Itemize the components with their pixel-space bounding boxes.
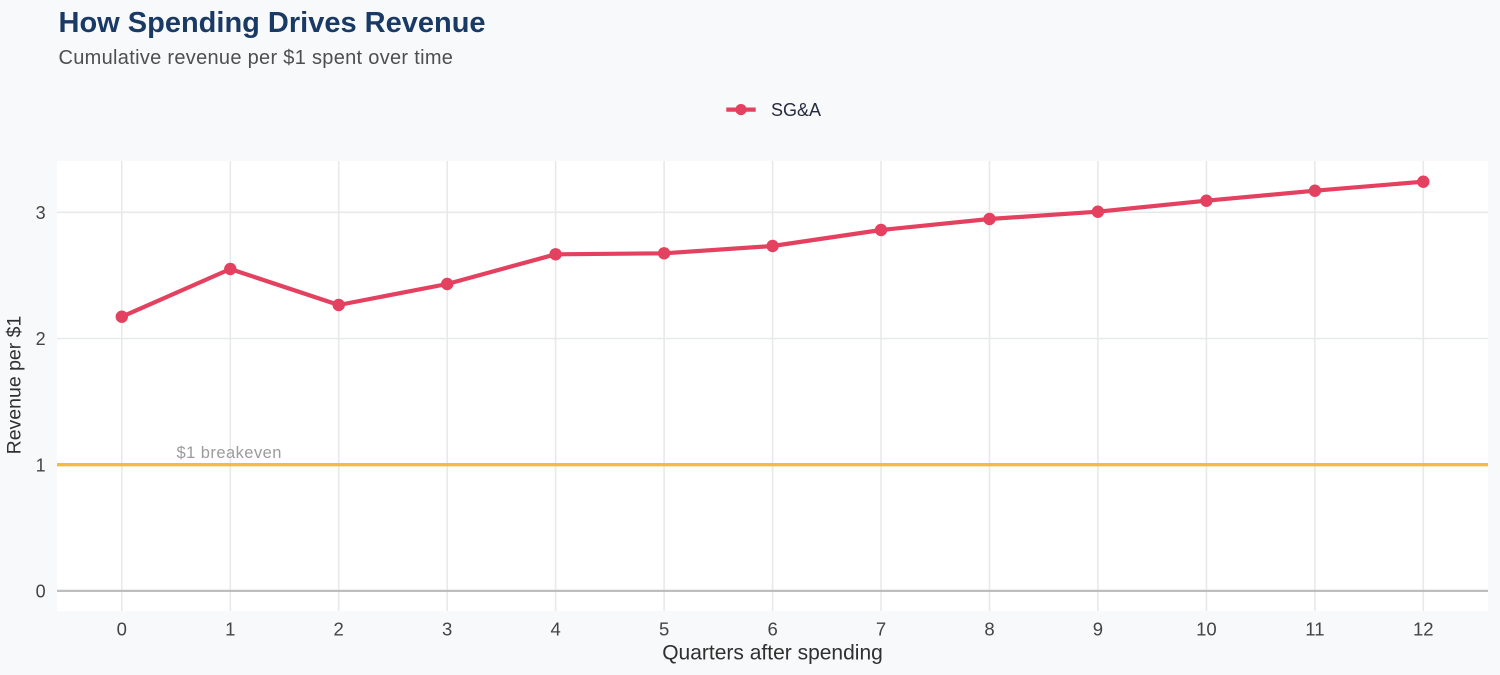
svg-text:0: 0 <box>117 619 127 640</box>
svg-text:0: 0 <box>36 582 46 602</box>
svg-text:3: 3 <box>442 619 452 640</box>
svg-text:3: 3 <box>36 203 46 223</box>
svg-text:11: 11 <box>1305 619 1324 640</box>
svg-text:Quarters after spending: Quarters after spending <box>662 642 883 665</box>
svg-text:1: 1 <box>36 455 46 475</box>
svg-text:8: 8 <box>984 619 994 640</box>
svg-text:Revenue per $1: Revenue per $1 <box>4 316 26 455</box>
svg-text:2: 2 <box>36 329 46 349</box>
svg-text:7: 7 <box>876 619 886 640</box>
svg-text:2: 2 <box>334 619 344 640</box>
svg-text:How Spending Drives Revenue: How Spending Drives Revenue <box>59 7 486 39</box>
svg-text:12: 12 <box>1413 619 1434 640</box>
svg-text:9: 9 <box>1093 619 1103 640</box>
svg-text:6: 6 <box>767 619 777 640</box>
svg-text:5: 5 <box>659 619 669 640</box>
svg-text:4: 4 <box>550 619 560 640</box>
svg-text:$1 breakeven: $1 breakeven <box>177 444 282 462</box>
svg-text:1: 1 <box>225 619 235 640</box>
svg-text:10: 10 <box>1196 619 1217 640</box>
svg-text:Cumulative revenue per $1 spen: Cumulative revenue per $1 spent over tim… <box>59 47 454 69</box>
svg-text:SG&A: SG&A <box>771 100 821 120</box>
